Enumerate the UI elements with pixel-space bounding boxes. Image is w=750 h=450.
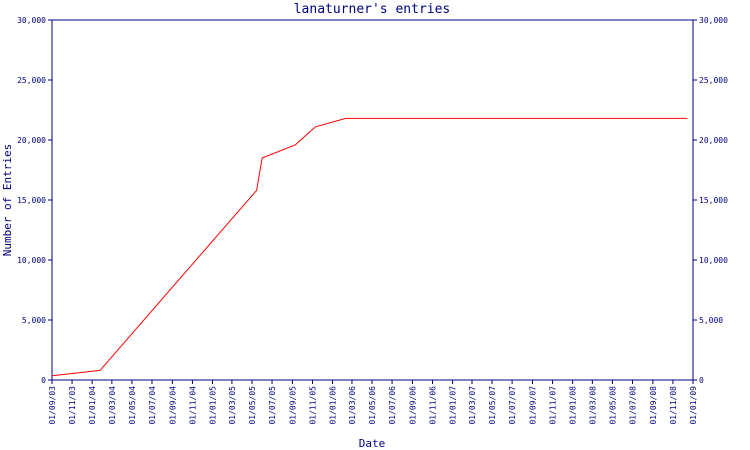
x-tick-label: 01/01/09	[689, 386, 698, 425]
y-tick-label: 0	[41, 376, 46, 385]
y-tick-label: 30,000	[17, 16, 46, 25]
y-axis-label: Number of Entries	[1, 144, 14, 257]
x-tick-label: 01/03/04	[108, 386, 117, 425]
x-tick-label: 01/07/04	[148, 386, 157, 425]
x-tick-label: 01/01/06	[329, 386, 338, 425]
y2-tick-label: 10,000	[699, 256, 728, 265]
y2-tick-label: 0	[699, 376, 704, 385]
x-tick-label: 01/07/08	[628, 386, 637, 425]
x-tick-label: 01/09/03	[48, 386, 57, 425]
x-tick-label: 01/03/05	[228, 386, 237, 425]
y-tick-label: 15,000	[17, 196, 46, 205]
y2-tick-label: 25,000	[699, 76, 728, 85]
x-tick-label: 01/09/07	[529, 386, 538, 425]
x-tick-label: 01/01/04	[88, 386, 97, 425]
x-tick-label: 01/03/08	[588, 386, 597, 425]
x-tick-label: 01/09/08	[649, 386, 658, 425]
x-tick-label: 01/03/06	[348, 386, 357, 425]
x-tick-label: 01/05/04	[128, 386, 137, 425]
x-axis-label: Date	[359, 437, 386, 450]
y2-tick-label: 15,000	[699, 196, 728, 205]
x-tick-label: 01/07/07	[508, 386, 517, 425]
x-tick-label: 01/11/03	[68, 386, 77, 425]
x-tick-label: 01/09/04	[168, 386, 177, 425]
x-tick-label: 01/11/07	[549, 386, 558, 425]
x-tick-label: 01/09/06	[408, 386, 417, 425]
x-tick-label: 01/01/07	[449, 386, 458, 425]
y-tick-label: 25,000	[17, 76, 46, 85]
y-tick-label: 10,000	[17, 256, 46, 265]
y2-tick-label: 5,000	[699, 316, 723, 325]
x-tick-label: 01/01/08	[569, 386, 578, 425]
x-tick-label: 01/09/05	[288, 386, 297, 425]
plot-frame	[51, 19, 694, 381]
chart-title: lanaturner's entries	[294, 2, 451, 17]
x-tick-label: 01/05/08	[608, 386, 617, 425]
y2-tick-label: 20,000	[699, 136, 728, 145]
x-tick-label: 01/03/07	[468, 386, 477, 425]
x-tick-label: 01/05/06	[368, 386, 377, 425]
x-tick-label: 01/11/04	[188, 386, 197, 425]
x-tick-label: 01/07/05	[268, 386, 277, 425]
x-tick-label: 01/11/05	[308, 386, 317, 425]
x-tick-label: 01/11/06	[429, 386, 438, 425]
y-tick-label: 5,000	[22, 316, 46, 325]
x-tick-label: 01/05/07	[488, 386, 497, 425]
y2-tick-label: 30,000	[699, 16, 728, 25]
data-line	[51, 117, 688, 377]
x-tick-label: 01/07/06	[388, 386, 397, 425]
x-tick-label: 01/01/05	[208, 386, 217, 425]
x-tick-label: 01/11/08	[669, 386, 678, 425]
x-tick-label: 01/05/05	[248, 386, 257, 425]
y-tick-label: 20,000	[17, 136, 46, 145]
